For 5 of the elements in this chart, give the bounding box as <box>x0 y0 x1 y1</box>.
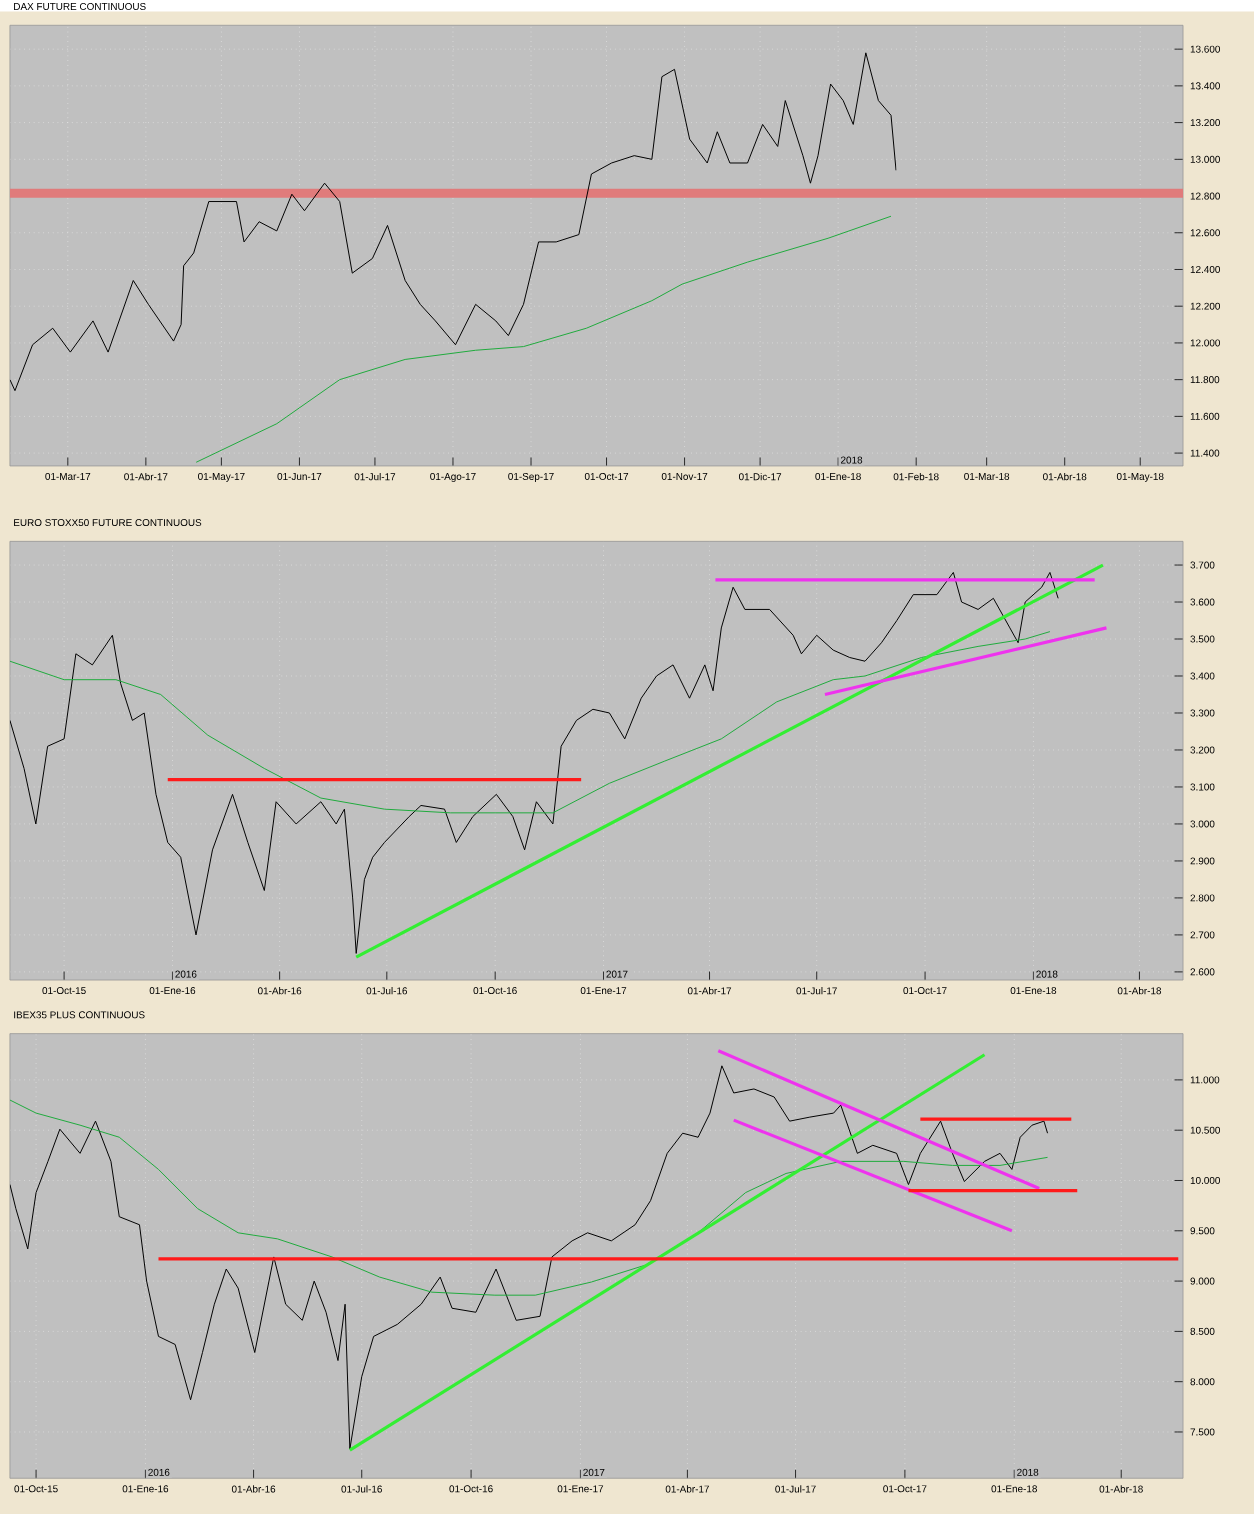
line-series <box>195 215 892 463</box>
line-series <box>9 1099 1048 1296</box>
line-series <box>9 1065 1048 1450</box>
line-series <box>9 52 897 392</box>
line-series <box>9 571 1059 954</box>
